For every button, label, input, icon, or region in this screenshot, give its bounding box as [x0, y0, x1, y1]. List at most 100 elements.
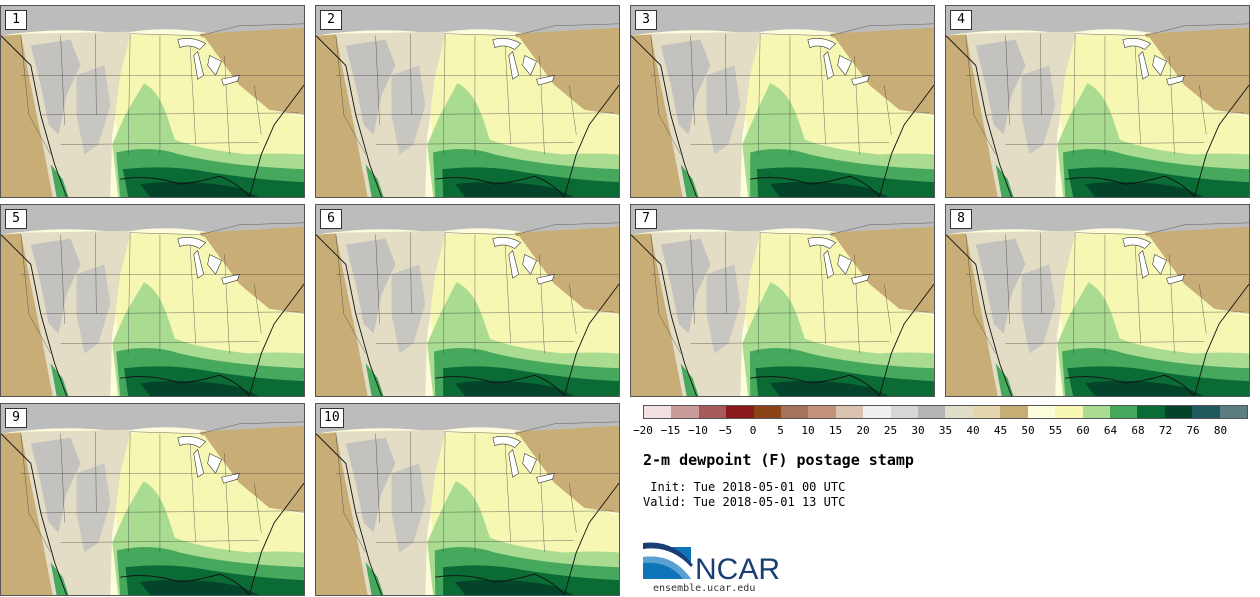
lake-erie — [851, 74, 870, 86]
lake-huron — [522, 453, 537, 474]
dewpoint-72 — [455, 579, 575, 595]
colorbar-tick: −20 — [633, 424, 653, 437]
high-plains-grey — [391, 65, 426, 155]
lake-erie — [1166, 273, 1185, 285]
lake-michigan — [193, 50, 205, 80]
lake-michigan — [1138, 249, 1150, 279]
state-border — [335, 234, 366, 354]
state-border — [60, 540, 260, 543]
state-border — [20, 35, 51, 155]
northeast-region — [514, 425, 619, 513]
state-border — [965, 234, 996, 354]
lake-superior — [177, 38, 207, 50]
state-border — [127, 232, 131, 354]
state-border — [335, 35, 366, 155]
state-border — [985, 112, 1245, 116]
state-border — [40, 311, 300, 315]
state-border — [1134, 238, 1141, 344]
dewpoint-72 — [1085, 380, 1205, 396]
member-number-label: 9 — [5, 408, 27, 428]
state-border — [375, 234, 380, 324]
stamp-map-4: 4 — [945, 5, 1250, 198]
colorbar-tick: −10 — [688, 424, 708, 437]
dewpoint-72 — [140, 380, 260, 396]
colorbar-segment — [1082, 406, 1110, 418]
state-border — [20, 433, 51, 553]
mexico-coast — [365, 363, 384, 396]
west-coast-region — [631, 232, 686, 396]
state-border — [410, 33, 412, 115]
east-coastline — [248, 482, 304, 595]
west-coastline — [946, 234, 1012, 396]
lake-superior — [492, 38, 522, 50]
lake-michigan — [508, 448, 520, 478]
lake-michigan — [193, 249, 205, 279]
state-border — [95, 431, 97, 513]
state-border — [189, 437, 196, 543]
rocky-mountains — [660, 39, 711, 135]
gulf-coastline — [750, 175, 880, 197]
dewpoint-colorbar — [643, 405, 1248, 419]
dewpoint-72 — [455, 181, 575, 197]
lake-superior — [492, 436, 522, 448]
state-border — [504, 238, 511, 344]
east-coastline — [878, 283, 934, 396]
mexico-coast — [365, 562, 384, 595]
colorbar-segment — [863, 406, 891, 418]
colorbar-segment — [1109, 406, 1138, 418]
init-time: Init: Tue 2018-05-01 00 UTC — [643, 480, 846, 494]
state-border — [1134, 39, 1141, 145]
member-number-label: 8 — [950, 209, 972, 229]
state-border — [569, 483, 577, 533]
west-coast-region — [1, 431, 56, 595]
gulf-coastline — [750, 374, 880, 396]
ncar-logo: NCAR — [643, 541, 793, 586]
east-coastline — [563, 84, 619, 197]
high-plains-grey — [1021, 65, 1056, 155]
state-border — [442, 232, 446, 354]
state-border — [189, 238, 196, 344]
colorbar-segment — [1055, 406, 1083, 418]
state-border — [189, 39, 196, 145]
state-border — [1075, 23, 1249, 36]
lake-erie — [221, 472, 240, 484]
lake-huron — [207, 453, 222, 474]
stamp-map-10: 10 — [315, 403, 620, 596]
state-border — [60, 35, 65, 125]
state-border — [375, 540, 575, 543]
state-border — [1005, 142, 1205, 145]
canada-region — [1, 6, 304, 36]
northeast-region — [199, 425, 304, 513]
state-border — [375, 35, 380, 125]
west-coast-region — [631, 33, 686, 197]
logo-swoosh-dark — [643, 542, 693, 567]
lake-michigan — [823, 249, 835, 279]
state-border — [760, 222, 934, 235]
northeast-region — [514, 226, 619, 314]
state-border — [690, 341, 890, 344]
state-border — [445, 23, 619, 36]
rocky-mountains — [975, 39, 1026, 135]
west-coastline — [631, 35, 697, 197]
state-border — [95, 232, 97, 314]
dewpoint-72 — [455, 380, 575, 396]
colorbar-tick: 76 — [1186, 424, 1200, 437]
high-plains-grey — [706, 264, 741, 354]
canada-region — [946, 6, 1249, 36]
state-border — [60, 341, 260, 344]
colorbar-tick: 50 — [1021, 424, 1035, 437]
canada-region — [946, 205, 1249, 235]
west-coastline — [1, 234, 67, 396]
lake-huron — [1152, 254, 1167, 275]
northeast-region — [829, 226, 934, 314]
lake-huron — [522, 55, 537, 76]
lake-superior — [177, 436, 207, 448]
mexico-coast — [680, 164, 699, 197]
west-coastline — [316, 433, 382, 595]
state-border — [670, 112, 930, 116]
member-number-label: 6 — [320, 209, 342, 229]
stamp-map-8: 8 — [945, 204, 1250, 397]
west-coast-region — [1, 33, 56, 197]
logo-swoosh-white — [643, 547, 691, 579]
high-plains-grey — [1021, 264, 1056, 354]
